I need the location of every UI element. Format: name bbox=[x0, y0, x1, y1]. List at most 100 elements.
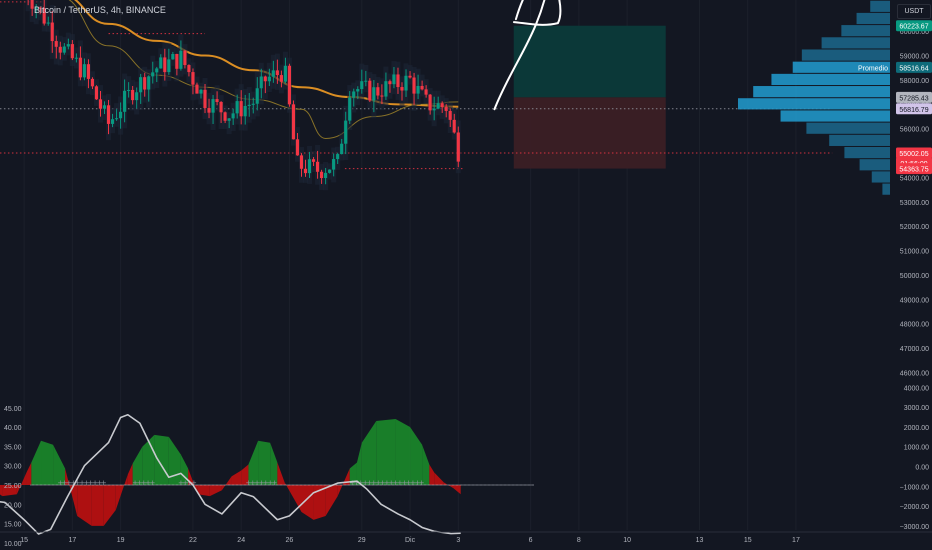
osc-right-tick-label: 2000.00 bbox=[904, 425, 929, 432]
candle-body bbox=[127, 89, 131, 91]
candle-body bbox=[336, 154, 340, 160]
time-tick-label: 15 bbox=[744, 537, 752, 544]
oscillator-signal-line bbox=[0, 413, 461, 535]
oscillator-histogram-segment bbox=[31, 440, 42, 485]
oscillator-histogram-segment bbox=[209, 485, 222, 497]
oscillator-histogram-segment bbox=[434, 472, 444, 485]
time-tick-label: 22 bbox=[189, 537, 197, 544]
candle-body bbox=[432, 108, 436, 111]
time-tick-label: Dic bbox=[405, 537, 416, 544]
oscillator-marker: + bbox=[367, 479, 373, 487]
oscillator-marker: + bbox=[410, 479, 416, 487]
oscillator-marker: + bbox=[419, 479, 425, 487]
oscillator-marker: + bbox=[250, 479, 256, 487]
price-label-text: 54363.75 bbox=[899, 167, 928, 174]
candle-body bbox=[167, 59, 171, 73]
candle-body bbox=[303, 168, 308, 174]
candle-shade bbox=[25, 0, 31, 12]
oscillator-histogram-segment bbox=[188, 468, 198, 495]
oscillator-marker: + bbox=[83, 479, 89, 487]
volume-profile-bar bbox=[771, 73, 890, 86]
oscillator-histogram-segment bbox=[115, 474, 128, 511]
price-label-box bbox=[896, 163, 932, 175]
arrow-drawing[interactable] bbox=[493, 0, 562, 111]
candle-body bbox=[114, 118, 119, 120]
volume-profile-bar bbox=[753, 86, 890, 98]
oscillator-marker: + bbox=[62, 479, 68, 487]
candle-body bbox=[106, 105, 111, 124]
symbol-title[interactable]: Bitcoin / TetherUS, 4h, BINANCE bbox=[34, 5, 166, 15]
oscillator-histogram-segment bbox=[410, 426, 423, 485]
candle-body bbox=[187, 65, 191, 73]
candle-body bbox=[86, 64, 91, 79]
candle-body bbox=[90, 78, 95, 87]
price-tick-label: 56000.00 bbox=[900, 127, 929, 134]
candle-body bbox=[50, 22, 54, 42]
oscillator-histogram-segment bbox=[127, 463, 133, 485]
oscillator-marker: + bbox=[178, 479, 184, 487]
oscillator-histogram-segment bbox=[132, 446, 143, 485]
price-label-text: 56816.79 bbox=[899, 107, 928, 114]
volume-profile-bar bbox=[780, 110, 890, 122]
candle-body bbox=[247, 104, 251, 106]
candle-body bbox=[143, 77, 147, 90]
candle-body bbox=[279, 75, 283, 82]
price-tick-label: 47000.00 bbox=[900, 346, 929, 353]
volume-profile-bar bbox=[738, 98, 890, 110]
candle-body bbox=[231, 113, 235, 119]
oscillator-marker: + bbox=[358, 479, 364, 487]
oscillator-marker: + bbox=[272, 479, 278, 487]
oscillator-histogram-segment bbox=[0, 485, 3, 497]
candlesticks bbox=[25, 0, 461, 191]
oscillator-histogram-segment bbox=[154, 434, 169, 485]
candle-body bbox=[259, 76, 263, 89]
time-tick-label: 26 bbox=[286, 537, 294, 544]
candle-body bbox=[456, 132, 460, 162]
oscillator-marker: + bbox=[245, 479, 251, 487]
oscillator-marker: + bbox=[136, 479, 142, 487]
oscillator-marker: + bbox=[145, 479, 151, 487]
candle-body bbox=[348, 97, 352, 121]
candle-body bbox=[275, 70, 279, 76]
time-tick-label: 8 bbox=[577, 537, 581, 544]
oscillator-marker: + bbox=[66, 479, 72, 487]
volume-profile-bar bbox=[806, 122, 890, 134]
oscillator-histogram-segment bbox=[258, 440, 271, 485]
oscillator-histogram-segment bbox=[277, 462, 285, 485]
volume-profile-bar bbox=[801, 49, 890, 61]
price-label-text: 57285.43 bbox=[899, 95, 928, 102]
price-tick-label: 53000.00 bbox=[900, 200, 929, 207]
oscillator-marker: + bbox=[101, 479, 107, 487]
price-label-box bbox=[896, 147, 932, 159]
long-position-tool[interactable] bbox=[513, 25, 666, 169]
oscillator-marker: + bbox=[267, 479, 273, 487]
oscillator-histogram-segment bbox=[356, 442, 362, 485]
candle-body bbox=[420, 85, 424, 90]
oscillator-marker: + bbox=[182, 479, 188, 487]
price-label-box bbox=[896, 91, 932, 103]
osc-left-tick-label: 40.00 bbox=[4, 425, 22, 432]
candle-body bbox=[267, 76, 271, 82]
time-tick-label: 17 bbox=[792, 537, 800, 544]
currency-badge[interactable]: USDT bbox=[897, 4, 931, 19]
candle-body bbox=[392, 74, 396, 85]
candle-body bbox=[396, 74, 400, 88]
candle-body bbox=[123, 90, 127, 112]
candle-body bbox=[191, 72, 195, 85]
oscillator-marker: + bbox=[187, 479, 193, 487]
candle-body bbox=[62, 46, 66, 53]
price-labels: 60223.67 58516.64 57285.43 56816.79 55002.05… bbox=[896, 20, 932, 175]
price-tick-label: 48000.00 bbox=[900, 322, 929, 329]
price-label-box bbox=[896, 61, 932, 73]
candle-body bbox=[400, 87, 404, 91]
candle-body bbox=[42, 8, 46, 24]
candle-body bbox=[436, 103, 440, 109]
oscillator-marker: + bbox=[263, 479, 269, 487]
time-tick-label: 24 bbox=[237, 537, 245, 544]
oscillator-histogram-segment bbox=[180, 454, 189, 485]
candle-body bbox=[163, 57, 167, 73]
candle-body bbox=[58, 46, 62, 53]
oscillator-marker: + bbox=[388, 479, 394, 487]
oscillator-histogram-segment bbox=[41, 440, 54, 485]
